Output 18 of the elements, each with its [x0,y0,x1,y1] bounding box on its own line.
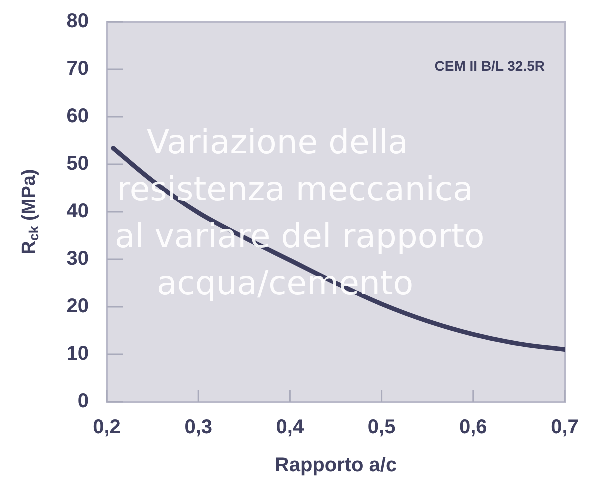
y-tick-label: 40 [66,200,89,223]
y-tick-label: 20 [66,296,89,318]
x-tick-label: 0,6 [459,416,488,439]
y-axis-title: Rck (MPa) [19,169,42,255]
x-tick-label: 0,4 [276,416,305,439]
annotation: CEM II B/L 32.5R [434,58,545,74]
x-axis-title: Rapporto a/c [274,454,398,477]
y-tick-label: 50 [66,153,89,176]
x-tick-label: 0,7 [551,416,579,439]
y-tick-label: 0 [78,390,89,413]
x-tick-label: 0,5 [368,416,396,439]
y-tick-label: 70 [66,58,89,80]
y-tick-label: 60 [66,106,89,128]
y-tick-label: 30 [66,248,89,270]
x-tick-label: 0,2 [93,416,121,439]
y-tick-label: 80 [66,10,89,33]
y-tick-label: 10 [66,343,89,366]
x-tick-label: 0,3 [184,416,213,439]
